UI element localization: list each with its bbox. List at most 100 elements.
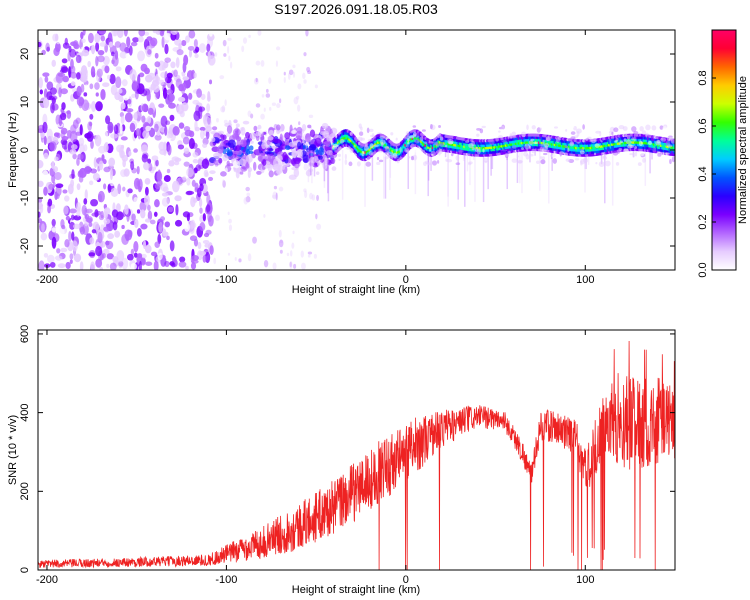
heatmap-cell (414, 150, 417, 195)
heatmap-cell (569, 142, 574, 145)
heatmap-cell (210, 137, 216, 143)
heatmap-cell (184, 222, 190, 233)
heatmap-cell (202, 239, 210, 244)
heatmap-cell (365, 161, 372, 167)
heatmap-cell (203, 116, 212, 129)
heatmap-cell (168, 160, 175, 167)
heatmap-cell (317, 155, 323, 160)
heatmap-cell (83, 92, 88, 97)
heatmap-cell (531, 125, 536, 130)
heatmap-cell (528, 145, 532, 149)
heatmap-cell (53, 132, 60, 138)
heatmap-cell (631, 126, 637, 132)
heatmap-cell (167, 206, 174, 213)
heatmap-cell (574, 158, 580, 161)
heatmap-cell (206, 204, 211, 213)
heatmap-cell (465, 140, 470, 143)
heatmap-cell (263, 107, 266, 112)
heatmap-cell (404, 147, 410, 153)
heatmap-cell (260, 60, 265, 67)
heatmap-cell (458, 149, 464, 153)
heatmap-cell (209, 245, 214, 255)
heatmap-cell (50, 73, 57, 79)
heatmap-cell (72, 153, 77, 160)
heatmap-cell (600, 150, 603, 165)
heatmap-cell (188, 92, 193, 100)
heatmap-cell (228, 119, 232, 126)
heatmap-cell (278, 239, 284, 248)
heatmap-cell (647, 140, 652, 145)
heatmap-cell (177, 96, 186, 103)
heatmap-cell (111, 59, 115, 65)
heatmap-cell (371, 133, 375, 138)
heatmap-cell (137, 35, 144, 43)
heatmap-cell (541, 156, 546, 161)
heatmap-cell (133, 112, 138, 121)
heatmap-cell (392, 152, 398, 159)
heatmap-cell (95, 245, 103, 257)
heatmap-cell (164, 221, 171, 228)
heatmap-cell (220, 171, 227, 177)
heatmap-cell (147, 204, 151, 211)
heatmap-cell (154, 183, 161, 190)
heatmap-cell (227, 211, 230, 216)
heatmap-cell (38, 77, 43, 89)
colorbar-scale (711, 29, 737, 271)
heatmap-cell (170, 30, 178, 35)
heatmap-cell (58, 227, 65, 237)
heatmap-cell (113, 124, 119, 135)
heatmap-cell (90, 168, 97, 174)
snr-x-tick-label: -100 (215, 574, 237, 586)
heatmap-cell (144, 186, 149, 196)
heatmap-cell (602, 155, 606, 158)
heatmap-cell (109, 262, 117, 270)
heatmap-cell (202, 213, 206, 222)
heatmap-cell (368, 151, 373, 156)
heatmap-cell (333, 147, 339, 153)
heatmap-cell (47, 205, 51, 214)
heatmap-cell (227, 45, 230, 54)
heatmap-cell (123, 30, 128, 37)
snr-x-tick-label: 100 (576, 574, 594, 586)
heatmap-cell (277, 161, 282, 168)
heatmap-cell (45, 42, 50, 52)
heatmap-cell (46, 81, 54, 91)
heatmap-cell (611, 150, 614, 206)
heatmap-cell (211, 126, 218, 131)
heatmap-cell (376, 156, 380, 161)
heatmap-cell (447, 150, 449, 197)
heatmap-cell (224, 99, 227, 107)
heatmap-cell (337, 146, 342, 151)
heatmap-cell (247, 110, 252, 117)
heatmap-cell (379, 135, 386, 140)
heatmap-cell (332, 143, 339, 148)
heatmap-cell (309, 143, 317, 152)
heatmap-cell (247, 169, 251, 178)
heatmap-cell (565, 129, 568, 132)
heatmap-cell (299, 160, 305, 169)
heatmap-cell (197, 187, 202, 198)
heatmap-cell (587, 150, 590, 165)
heatmap-cell (450, 153, 454, 157)
heatmap-cell (289, 261, 292, 268)
spectrogram-y-tick-label: 0 (19, 147, 31, 153)
heatmap-cell (524, 143, 531, 150)
heatmap-cell (261, 94, 265, 98)
heatmap-cell (131, 80, 140, 91)
heatmap-cell (309, 156, 316, 164)
heatmap-cell (120, 115, 125, 125)
heatmap-cell (138, 178, 143, 191)
heatmap-cell (315, 149, 319, 156)
heatmap-cell (407, 138, 410, 142)
heatmap-cell (582, 124, 585, 130)
heatmap-cell (183, 161, 190, 167)
heatmap-cell (53, 166, 59, 173)
heatmap-cell (532, 141, 539, 145)
snr-panel: -200 -100 0 100 0 200 400 600 Height of straig… (7, 325, 676, 596)
heatmap-cell (61, 66, 69, 74)
heatmap-cell (307, 70, 312, 75)
heatmap-cell (60, 127, 68, 135)
heatmap-cell (575, 128, 582, 134)
heatmap-cell (154, 134, 162, 141)
heatmap-cell (85, 265, 90, 270)
